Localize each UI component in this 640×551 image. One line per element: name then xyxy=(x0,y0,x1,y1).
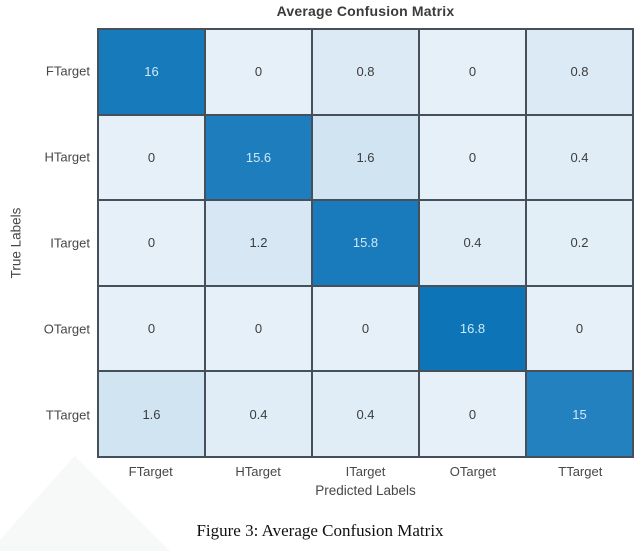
matrix-cell-ITarget-OTarget: 0.4 xyxy=(420,201,525,285)
matrix-cell-FTarget-OTarget: 0 xyxy=(420,30,525,114)
matrix-cell-TTarget-TTarget: 15 xyxy=(527,372,632,456)
y-tick-label-FTarget: FTarget xyxy=(45,63,90,79)
matrix-cell-HTarget-ITarget: 1.6 xyxy=(313,115,418,200)
x-tick-label-OTarget: OTarget xyxy=(449,464,497,479)
matrix-cell-ITarget-FTarget: 0 xyxy=(99,201,204,285)
matrix-cell-ITarget-HTarget: 1.2 xyxy=(206,201,311,285)
y-tick-label-OTarget: OTarget xyxy=(43,321,90,337)
matrix-cell-TTarget-FTarget: 1.6 xyxy=(99,372,204,456)
matrix-cell-OTarget-FTarget: 0 xyxy=(99,286,204,371)
matrix-cell-HTarget-FTarget: 0 xyxy=(99,115,204,200)
matrix-cell-FTarget-TTarget: 0.8 xyxy=(527,30,632,114)
matrix-cell-OTarget-HTarget: 0 xyxy=(206,286,311,371)
x-tick-label-FTarget: FTarget xyxy=(128,464,173,479)
matrix-cell-FTarget-FTarget: 16 xyxy=(99,30,204,114)
matrix-cell-HTarget-HTarget: 15.6 xyxy=(206,115,311,200)
matrix-cell-HTarget-OTarget: 0 xyxy=(420,115,525,200)
matrix-cell-OTarget-OTarget: 16.8 xyxy=(420,286,525,371)
figure-caption: Figure 3: Average Confusion Matrix xyxy=(196,521,444,540)
matrix-cell-FTarget-HTarget: 0 xyxy=(206,30,311,114)
matrix-cell-OTarget-TTarget: 0 xyxy=(527,286,632,371)
matrix-cell-ITarget-ITarget: 15.8 xyxy=(313,201,418,285)
x-tick-label-ITarget: ITarget xyxy=(345,464,386,479)
y-tick-label-TTarget: TTarget xyxy=(45,407,90,423)
matrix-cell-TTarget-ITarget: 0.4 xyxy=(313,372,418,456)
y-tick-label-HTarget: HTarget xyxy=(44,149,90,165)
chart-title: Average Confusion Matrix xyxy=(276,3,455,19)
matrix-cell-ITarget-TTarget: 0.2 xyxy=(527,201,632,285)
y-tick-label-ITarget: ITarget xyxy=(50,235,90,251)
x-tick-label-HTarget: HTarget xyxy=(235,464,281,479)
matrix-cell-TTarget-OTarget: 0 xyxy=(420,372,525,456)
matrix-cell-OTarget-ITarget: 0 xyxy=(313,286,418,371)
matrix-cell-FTarget-ITarget: 0.8 xyxy=(313,30,418,114)
confusion-matrix-grid: 16 0 0.8 0 0.8 0 15.6 1.6 0 0.4 0 1.2 15.8 0.4 0.2 0 0 0 1… xyxy=(97,28,634,458)
x-tick-label-TTarget: TTarget xyxy=(558,464,603,479)
matrix-cell-HTarget-TTarget: 0.4 xyxy=(527,115,632,200)
x-axis-title: Predicted Labels xyxy=(315,483,416,498)
matrix-cell-TTarget-HTarget: 0.4 xyxy=(206,372,311,456)
